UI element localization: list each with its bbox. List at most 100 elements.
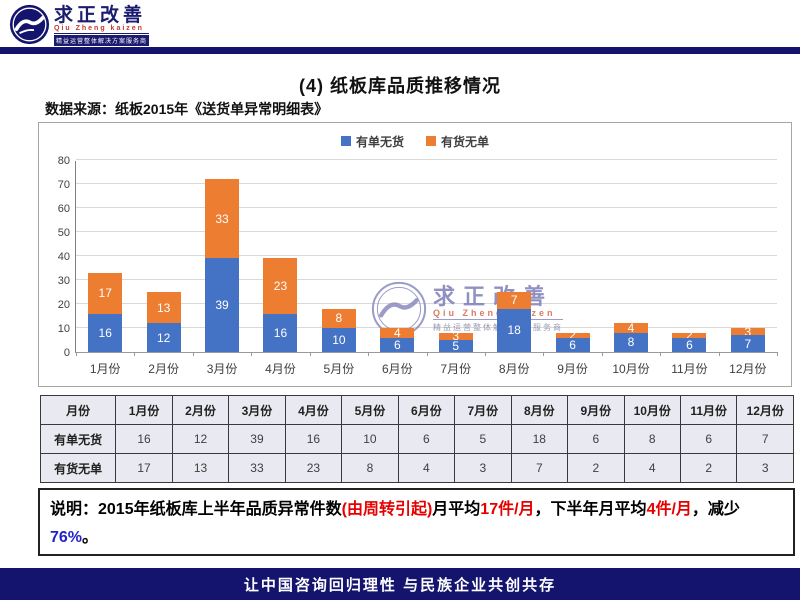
y-tick-label: 50 [57, 227, 70, 239]
table-column-header: 12月份 [736, 395, 794, 425]
x-tick [192, 352, 194, 356]
bar-stack: 8 10 [321, 308, 356, 352]
gridline [76, 207, 777, 208]
bar-segment-有货无单: 2 [555, 329, 590, 341]
y-tick-label: 20 [57, 299, 70, 311]
plot-area: 求正改善 Qiu Zheng kaizen 精益运营整体解决方案服务商 1716… [75, 159, 778, 376]
bar-segment-有单无货: 6 [555, 337, 590, 352]
bar-segment-有单无货: 6 [672, 337, 707, 352]
x-tick [251, 352, 253, 356]
legend-label: 有货无单 [441, 134, 490, 149]
table-cell: 10 [341, 424, 399, 454]
table-cell: 7 [736, 424, 794, 454]
table-column-header: 4月份 [284, 395, 343, 425]
table-cell: 16 [115, 424, 173, 454]
bar-segment-有单无货: 39 [205, 258, 240, 352]
table-column-header: 8月份 [510, 395, 569, 425]
note-segment: ，下半年月平均 [534, 501, 647, 518]
x-tick [660, 352, 662, 356]
logo-swirl-icon [9, 4, 50, 45]
bar-segment-有货无单: 33 [205, 179, 240, 259]
table-row-header: 有货无单 [39, 453, 117, 483]
bar-segment-有货无单: 3 [438, 330, 473, 343]
gridline [76, 327, 777, 328]
bar-segment-有货无单: 17 [88, 272, 123, 314]
header-divider [0, 47, 800, 54]
x-tick-label: 3月份 [206, 362, 238, 376]
x-tick-label: 7月份 [440, 362, 472, 376]
note-segment: 。 [82, 529, 99, 546]
table-cell: 4 [397, 453, 456, 483]
x-tick-label: 5月份 [323, 362, 355, 376]
table-column-header: 7月份 [454, 395, 512, 425]
x-tick [484, 352, 486, 356]
bar-stack: 33 39 [205, 179, 240, 352]
table-column-header: 6月份 [397, 395, 456, 425]
note-segment: 月平均 [432, 501, 481, 518]
bar-stack: 17 16 [88, 272, 123, 352]
bar-stack: 23 16 [263, 258, 298, 352]
stacked-bar-chart: 有单无货 有货无单 0 10 20 30 40 50 60 70 80 求正改善 Qiu Zhen… [38, 122, 792, 387]
bar-column: 23 16 [251, 161, 309, 352]
bar-segment-有单无货: 10 [321, 328, 356, 352]
table-column-header: 10月份 [623, 395, 681, 425]
table-cell: 7 [510, 453, 569, 483]
plot-wrap: 0 10 20 30 40 50 60 70 80 求正改善 Qiu Zheng kaizen … [47, 155, 778, 376]
bar-segment-有单无货: 7 [730, 335, 765, 352]
x-tick [76, 352, 77, 356]
table-cell: 6 [679, 424, 738, 454]
y-tick-label: 40 [57, 251, 70, 263]
legend-item: 有单无货 [340, 133, 404, 150]
note-segment: (由周转引起) [341, 501, 433, 518]
x-tick [601, 352, 603, 356]
bar-segment-有货无单: 13 [146, 292, 181, 324]
x-tick-label: 2月份 [148, 362, 179, 376]
bar-segment-有单无货: 16 [88, 313, 123, 352]
x-tick [718, 352, 720, 356]
logo-brand-name: 求正改善 [54, 5, 147, 26]
note-segment: 76% [50, 529, 83, 546]
logo-tagline: 精益运营整体解决方案服务商 [54, 35, 150, 46]
table-cell: 8 [341, 453, 399, 483]
y-tick-label: 0 [63, 347, 70, 359]
note-segment: 说明：2015年纸板库上半年品质异常件数 [50, 501, 342, 518]
bar-segment-有货无单: 4 [380, 327, 415, 339]
table-column-header: 3月份 [228, 395, 286, 425]
x-tick [309, 352, 311, 356]
note-segment: 17件/月 [480, 501, 535, 518]
bars-container: 17 16 13 12 33 39 23 16 8 10 4 6 3 5 7 18 2 6 4 8 2 6 3 7 [76, 161, 777, 352]
table-column-header: 1月份 [115, 395, 173, 425]
bar-segment-有单无货: 8 [614, 332, 648, 352]
table-cell: 23 [284, 453, 343, 483]
table-cell: 5 [454, 424, 512, 454]
bar-segment-有单无货: 18 [497, 308, 532, 352]
x-tick [543, 352, 545, 356]
table-cell: 2 [567, 453, 625, 483]
table-column-header: 2月份 [171, 395, 230, 425]
note-segment: ，减少 [691, 501, 740, 518]
bar-stack: 13 12 [146, 292, 181, 352]
footer: 让中国咨询回归理性 与民族企业共创共存 [0, 568, 800, 600]
y-tick-label: 80 [57, 155, 70, 167]
x-tick-label: 4月份 [265, 362, 296, 376]
header: 求正改善 Qiu Zheng kaizen 精益运营整体解决方案服务商 [0, 0, 800, 54]
table-corner-cell: 月份 [39, 395, 117, 425]
x-tick-label: 11月份 [671, 362, 708, 376]
bar-segment-有货无单: 3 [730, 325, 765, 338]
table-cell: 16 [284, 424, 343, 454]
x-tick [134, 352, 136, 356]
bar-segment-有货无单: 2 [672, 329, 707, 341]
gridline [76, 159, 777, 160]
y-tick-label: 10 [57, 323, 70, 335]
legend-item: 有货无单 [426, 133, 489, 150]
y-tick-label: 60 [57, 203, 70, 215]
data-table: 月份 1月份 2月份 3月份 4月份 5月份 6月份 7月份 8月份 9月份 10月份 11月份 12月… [39, 395, 794, 483]
bar-segment-有货无单: 7 [497, 292, 532, 309]
